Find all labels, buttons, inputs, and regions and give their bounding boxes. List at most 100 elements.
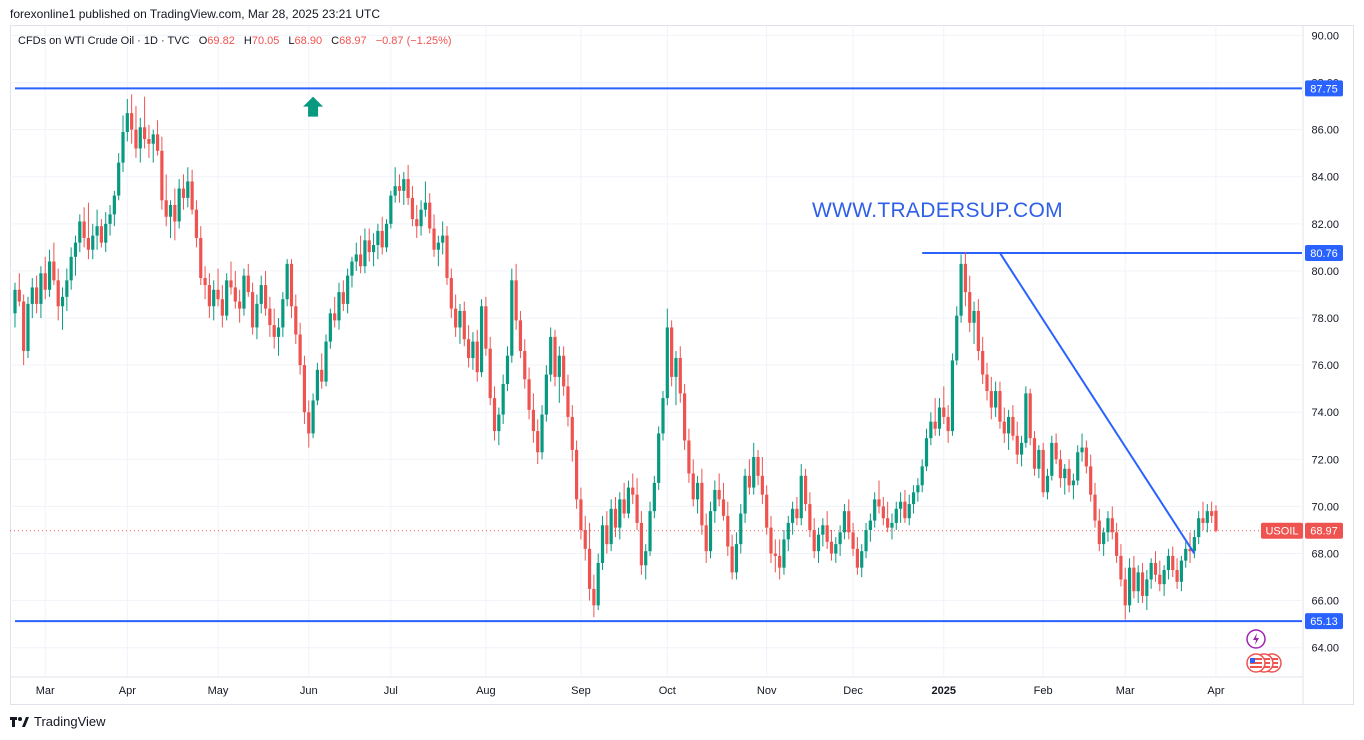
candle [1032,431,1037,476]
candle [410,186,415,227]
candle-body [475,341,479,373]
candle [531,393,535,443]
candle [1093,482,1097,528]
candle [380,216,384,255]
candle [1015,421,1019,465]
candle [536,419,540,465]
candle [259,275,263,314]
candle [540,405,544,460]
candle [691,459,695,507]
candle-body [1140,572,1145,596]
candle-body [354,254,358,262]
candle [803,468,808,512]
candle-body [13,289,17,314]
candle [652,475,656,519]
candle [276,318,281,356]
candle [920,459,924,493]
candle [626,480,631,519]
candle [462,301,466,347]
candle [1097,508,1101,552]
candle-body [773,553,777,556]
x-tick-label: Feb [1034,685,1053,697]
candle-body [1166,555,1171,571]
candle [695,475,700,514]
candle [847,499,851,540]
candle [570,405,574,462]
candle-body [181,188,186,198]
candle [911,485,916,514]
candle [346,268,350,314]
candle-body [1093,494,1097,521]
y-tick-label: 66.00 [1311,596,1339,608]
candle-body [112,195,116,215]
candle [47,249,52,297]
footer[interactable]: TradingView [10,714,106,729]
candle [1214,505,1218,533]
candle-body [791,508,795,523]
candle [17,273,21,307]
candle [1201,501,1205,530]
candle-body [613,508,618,528]
candle-body [605,525,609,545]
candle [1028,388,1032,446]
candle-body [1127,567,1132,606]
candle-body [1050,442,1054,476]
candle [13,282,17,328]
candle-body [251,292,255,328]
candle [186,167,190,208]
candle [544,365,548,422]
candle [1080,433,1084,462]
candle [756,449,760,486]
candle-body [946,416,950,432]
candle-body [1080,447,1084,453]
x-tick-label: Apr [1207,685,1224,697]
candle [683,383,687,450]
candle [1119,544,1123,587]
candle [825,511,829,549]
candle-body [691,473,695,500]
candle-body [1054,442,1058,460]
candle-body [994,391,998,408]
candle [1045,468,1050,500]
candle-body [786,522,790,540]
candle-body [911,492,916,505]
candle-body [1184,548,1188,561]
candle [311,393,315,439]
candle [130,94,134,144]
candle [1162,565,1166,596]
candle [203,266,207,300]
candle-body [449,277,453,309]
trendline [999,252,1196,555]
candle-body [402,179,406,191]
candle [1019,435,1024,467]
candle [281,292,285,337]
candle-body [194,209,199,238]
candle-body [760,475,764,495]
candle-body [406,179,410,198]
x-tick-label: Apr [119,685,136,697]
candle [510,268,514,363]
candle [994,381,998,417]
candle-body [1067,468,1071,486]
price-axis: 90.0088.0086.0084.0082.0080.0078.0076.00… [1261,26,1343,704]
candle [371,233,376,267]
candle-body [518,320,523,351]
y-tick-label: 64.00 [1311,643,1339,655]
candle-body [65,280,69,297]
candle [164,174,168,227]
candle [117,153,121,201]
candle [1210,501,1214,523]
low-value: 68.90 [294,35,323,47]
candle-body [458,310,462,328]
candle [238,289,242,323]
candle [1050,435,1054,481]
candle-body [134,129,138,149]
candle [207,273,211,319]
candle [108,204,112,236]
candle [151,129,155,163]
candle-body [160,150,164,201]
candle-body [86,237,91,250]
candle [674,351,678,406]
candle-body [1123,579,1127,606]
